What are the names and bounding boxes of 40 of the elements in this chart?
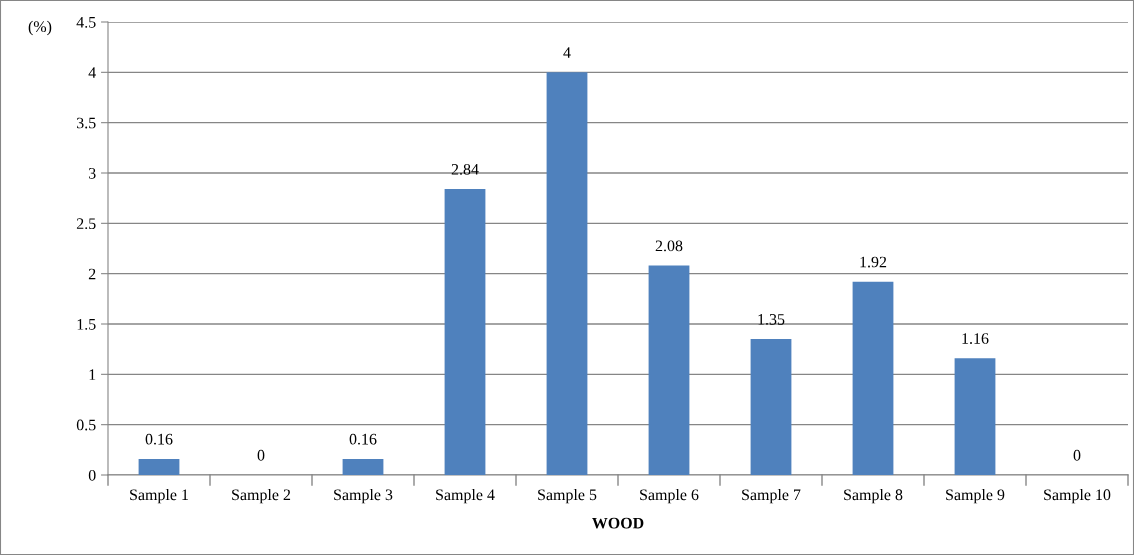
x-tick-label: Sample 9 xyxy=(946,488,1005,504)
x-tick-label: Sample 5 xyxy=(538,488,597,504)
bar xyxy=(138,458,180,475)
y-tick-label: 1 xyxy=(89,369,96,380)
x-tick-label: Sample 10 xyxy=(1044,488,1111,504)
y-tick-label: 0 xyxy=(88,469,96,481)
y-tick-label: 3 xyxy=(88,167,96,179)
y-tick-label: 0.5 xyxy=(76,419,96,431)
y-tick-label: 1.5 xyxy=(77,319,96,330)
bar xyxy=(954,358,996,475)
y-tick-label: 2 xyxy=(88,268,96,280)
y-tick-label: 3.5 xyxy=(76,117,96,129)
bar xyxy=(750,339,792,475)
x-tick-label: Sample 2 xyxy=(232,488,291,504)
y-tick-label: 2.5 xyxy=(76,218,96,230)
data-label: 1.16 xyxy=(962,333,989,344)
x-tick-label: Sample 3 xyxy=(334,488,393,504)
x-tick-label: Sample 7 xyxy=(742,488,801,504)
y-tick-label: 4.5 xyxy=(76,17,96,28)
bar xyxy=(648,265,690,475)
x-tick-label: Sample 4 xyxy=(436,488,495,504)
x-tick-label: Sample 1 xyxy=(130,488,188,504)
data-label: 1.35 xyxy=(758,314,785,325)
x-tick-label: Sample 8 xyxy=(844,488,903,504)
data-label: 0 xyxy=(257,449,265,461)
data-label: 2.84 xyxy=(451,163,479,175)
data-label: 1.92 xyxy=(860,256,887,268)
data-label: 4 xyxy=(563,47,571,58)
bar xyxy=(852,281,894,475)
data-label: 0.16 xyxy=(349,433,377,445)
data-label: 0 xyxy=(1073,449,1081,461)
data-label: 2.08 xyxy=(655,240,683,252)
y-tick-label: 4 xyxy=(88,67,96,78)
bar xyxy=(546,72,588,475)
data-label: 0.16 xyxy=(145,433,173,445)
x-axis-title: WOOD xyxy=(592,517,644,529)
x-tick-label: Sample 6 xyxy=(640,488,699,504)
bar xyxy=(342,458,384,475)
bar xyxy=(444,189,486,475)
y-axis-title: (%) xyxy=(28,20,52,36)
